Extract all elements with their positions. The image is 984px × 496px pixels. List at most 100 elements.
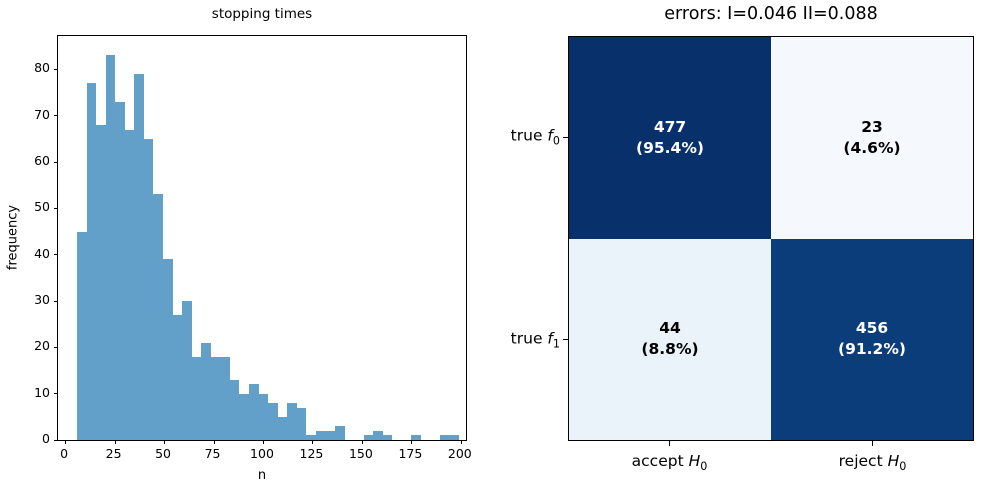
y-tick-mark [54, 393, 58, 395]
y-tick-label: 40 [34, 245, 50, 261]
histogram-bar [363, 435, 374, 440]
histogram-bar [315, 430, 326, 440]
x-tick-label: 200 [447, 446, 472, 461]
y-tick-mark [54, 68, 58, 70]
matrix-row-label: true f0 [510, 126, 560, 148]
histogram-bar [105, 55, 116, 440]
confusion-matrix-title: errors: I=0.046 II=0.088 [664, 4, 878, 24]
matrix-cell-value: 44 (8.8%) [641, 318, 698, 360]
histogram-bar [229, 379, 240, 440]
matrix-cell: 477 (95.4%) [569, 37, 771, 239]
x-tick-label: 150 [348, 446, 373, 461]
y-tick-label: 60 [34, 153, 50, 169]
histogram-bar [172, 314, 183, 440]
cell-percent: (8.8%) [641, 340, 699, 359]
y-tick-label: 10 [34, 384, 50, 400]
x-tick-mark [65, 440, 67, 444]
y-tick-label: 20 [34, 338, 50, 354]
histogram-bar [382, 435, 393, 440]
histogram-bar [201, 342, 211, 440]
x-tick-mark [361, 440, 363, 444]
math-symbol: H [887, 452, 900, 470]
matrix-cell: 456 (91.2%) [771, 238, 973, 440]
x-tick-mark [114, 440, 116, 444]
matrix-row-label: true f1 [510, 329, 560, 351]
histogram-bar [86, 83, 97, 440]
y-tick-mark [54, 439, 58, 441]
cell-percent: (91.2%) [838, 340, 906, 359]
y-tick-label: 80 [34, 60, 50, 76]
histogram-bar [239, 393, 249, 440]
histogram-bar [440, 435, 450, 440]
histogram-bar [96, 124, 106, 440]
histogram-bar [296, 407, 307, 440]
x-tick-label: 0 [60, 446, 69, 461]
y-tick-mark [54, 346, 58, 348]
x-tick-mark [213, 440, 215, 444]
histogram-bar [277, 416, 288, 440]
histogram-bar [210, 356, 221, 440]
matrix-row-tick [563, 339, 568, 341]
cell-count: 44 [659, 319, 681, 338]
y-tick-label: 50 [34, 199, 50, 215]
matrix-col-tick [872, 441, 873, 446]
histogram-bar [449, 435, 460, 440]
cell-count: 477 [653, 117, 687, 136]
matrix-col-label: accept H0 [631, 452, 708, 474]
matrix-cell-value: 456 (91.2%) [838, 318, 906, 360]
cell-percent: (4.6%) [843, 138, 901, 157]
histogram-bar [191, 356, 202, 440]
x-tick-label: 50 [155, 446, 171, 461]
y-tick-mark [54, 161, 58, 163]
cell-count: 456 [855, 319, 889, 338]
y-tick-label: 30 [34, 292, 50, 307]
x-tick-label: 75 [204, 446, 221, 461]
histogram-bar [258, 393, 269, 440]
math-symbol: H [688, 452, 701, 470]
histogram-bar [268, 402, 278, 440]
histogram-bar [325, 430, 336, 440]
histogram-bar [163, 259, 173, 440]
histogram-bar [411, 435, 422, 440]
matrix-row-tick [563, 136, 568, 138]
y-tick-mark [54, 115, 58, 117]
matrix-col-tick [669, 441, 670, 446]
histogram-bar [134, 74, 144, 440]
x-axis-label: n [257, 468, 267, 483]
matrix-cell: 23 (4.6%) [771, 37, 973, 239]
matrix-col-label: reject H0 [838, 452, 907, 474]
x-tick-label: 175 [398, 446, 423, 461]
histogram-bar [153, 194, 163, 440]
cell-count: 23 [861, 117, 883, 136]
histogram-bar [115, 101, 125, 440]
x-tick-label: 25 [105, 446, 122, 461]
confusion-matrix-area: 477 (95.4%) 23 (4.6%) 44 (8.8%) 456 (91.2%) [568, 36, 974, 441]
histogram-title: stopping times [211, 6, 313, 22]
y-tick-mark [54, 254, 58, 256]
y-tick-mark [54, 207, 58, 209]
math-symbol: f [547, 126, 553, 145]
histogram-bar [143, 138, 154, 440]
histogram-bar [220, 356, 230, 440]
histogram-bar [124, 129, 135, 440]
cell-percent: (95.4%) [636, 138, 704, 157]
x-tick-mark [164, 440, 166, 444]
histogram-bar [182, 301, 192, 440]
matrix-cell-value: 477 (95.4%) [636, 117, 704, 159]
matrix-cell-value: 23 (4.6%) [843, 117, 900, 159]
matrix-cell: 44 (8.8%) [569, 238, 771, 440]
x-tick-label: 125 [299, 446, 324, 461]
histogram-bar [306, 435, 316, 440]
x-tick-mark [460, 440, 462, 444]
histogram-bar [335, 426, 345, 440]
histogram-bar [287, 402, 297, 440]
x-tick-mark [411, 440, 413, 444]
math-symbol: f [547, 329, 553, 348]
x-tick-label: 100 [250, 446, 274, 461]
histogram-bar [76, 231, 87, 440]
histogram-plot-area [54, 35, 467, 444]
histogram-bar [373, 430, 383, 440]
histogram-bar [249, 384, 259, 440]
x-tick-mark [312, 440, 314, 444]
